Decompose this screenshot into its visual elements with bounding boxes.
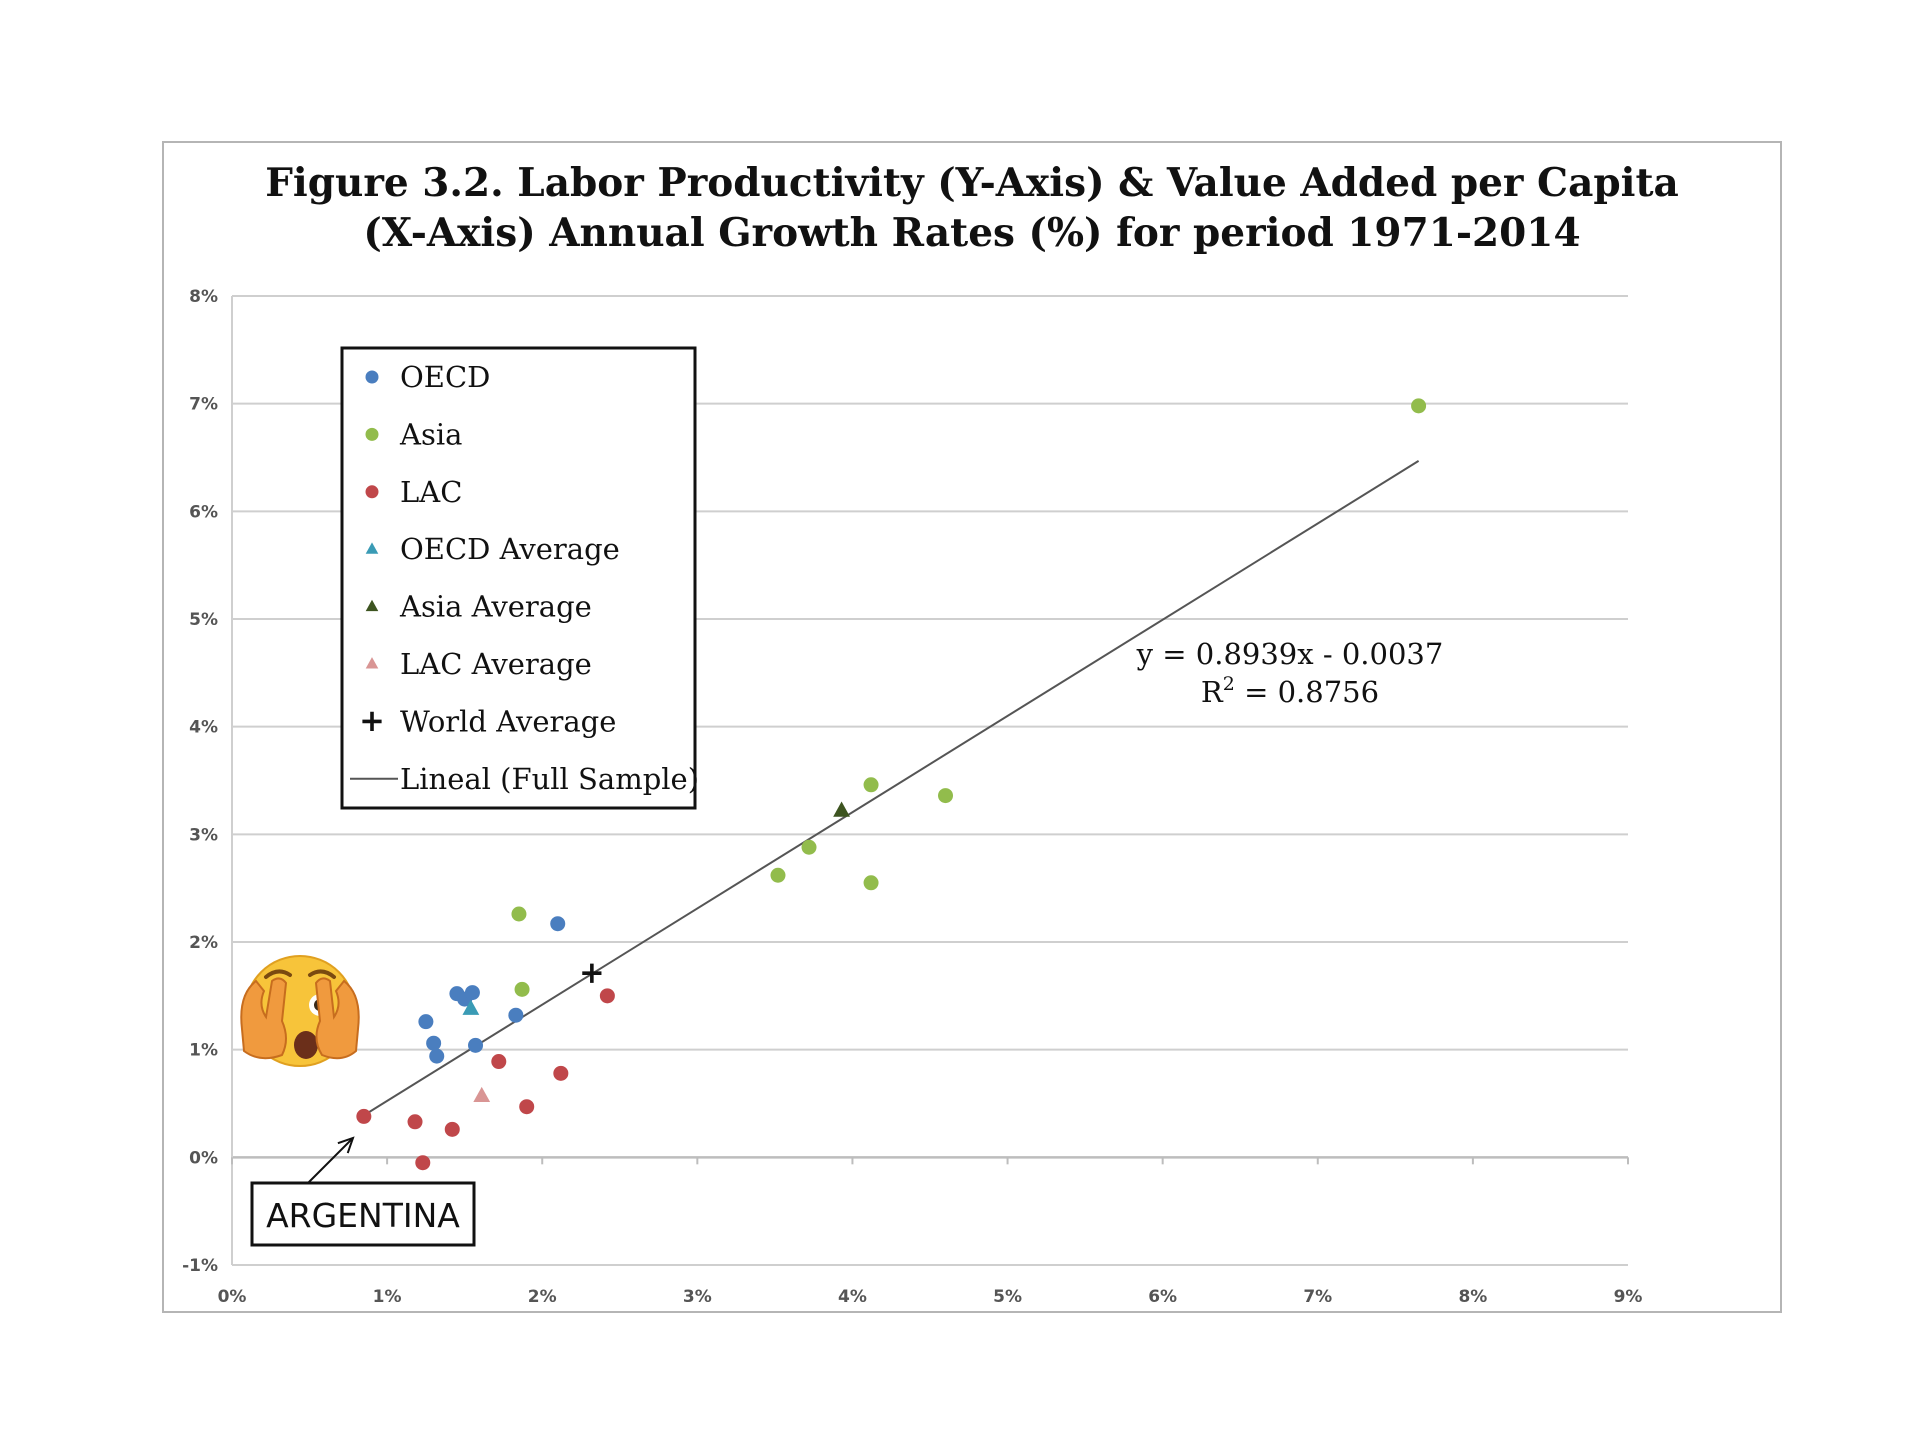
y-tick-label: 2%	[189, 933, 218, 953]
legend-label-oecd-average: OECD Average	[400, 532, 620, 566]
lac-point	[491, 1054, 507, 1070]
oecd-point	[426, 1035, 442, 1051]
r-squared-value: = 0.8756	[1235, 675, 1379, 709]
data-points	[356, 398, 1427, 1171]
oecd-point	[464, 985, 480, 1001]
x-tick-label: 2%	[528, 1287, 557, 1307]
x-tick-label: 7%	[1303, 1287, 1332, 1307]
legend-item-asia-average: Asia Average	[365, 590, 592, 624]
oecd-point	[429, 1048, 445, 1064]
lac-point	[415, 1155, 431, 1171]
legend-label-asia: Asia	[399, 417, 462, 451]
y-tick-label: 1%	[189, 1041, 218, 1061]
legend-label-lineal-full-sample: Lineal (Full Sample)	[400, 762, 699, 796]
y-tick-label: 8%	[189, 287, 218, 307]
argentina-callout: ARGENTINA	[250, 1136, 476, 1247]
legend-marker-asia	[365, 427, 379, 441]
argentina-label: ARGENTINA	[266, 1196, 460, 1235]
legend-marker-lac	[365, 485, 379, 499]
lac-point	[553, 1065, 569, 1081]
r-squared-prefix: R	[1201, 675, 1224, 709]
legend-label-oecd: OECD	[400, 360, 490, 394]
oecd-point	[468, 1037, 484, 1053]
legend-label-asia-average: Asia Average	[399, 590, 592, 624]
face-with-peeking-eye-icon	[240, 955, 360, 1067]
y-tick-label: 6%	[189, 502, 218, 522]
asia-point	[1411, 398, 1427, 414]
x-tick-label: 0%	[218, 1287, 247, 1307]
legend-item-world-average: World Average	[362, 704, 616, 738]
x-tick-label: 8%	[1458, 1287, 1487, 1307]
y-tick-label: 5%	[189, 610, 218, 630]
r-squared: R2 = 0.8756	[1201, 673, 1379, 709]
legend-item-lineal-full-sample: Lineal (Full Sample)	[350, 762, 699, 796]
lac-point	[356, 1108, 372, 1124]
legend-marker-asia-average	[365, 599, 379, 612]
legend-box	[340, 346, 697, 810]
asia-point	[514, 981, 530, 997]
asia-point	[801, 839, 817, 855]
argentina-arrow-line	[307, 1137, 354, 1184]
regression-equation: y = 0.8939x - 0.0037	[1136, 637, 1444, 671]
legend-marker-oecd-average	[365, 542, 379, 554]
r-squared-superscript: 2	[1223, 673, 1235, 695]
chart-title-line-1: Figure 3.2. Labor Productivity (Y-Axis) …	[265, 160, 1679, 206]
trendline	[363, 460, 1420, 1117]
asia-average-point	[833, 801, 850, 817]
x-tick-label: 4%	[838, 1287, 867, 1307]
oecd-average-point	[462, 999, 480, 1015]
argentina-label-box	[250, 1181, 476, 1247]
legend-marker-lac-average	[365, 657, 379, 669]
y-tick-label: 4%	[189, 718, 218, 738]
oecd-point	[550, 916, 566, 932]
legend-item-oecd-average: OECD Average	[365, 532, 620, 566]
legend-label-lac-average: LAC Average	[400, 647, 592, 681]
x-tick-label: 9%	[1614, 1287, 1643, 1307]
legend: OECD Asia LAC OECD Average Asia Average LAC A…	[340, 346, 699, 810]
legend-item-oecd: OECD	[365, 360, 490, 394]
x-tick-label: 6%	[1148, 1287, 1177, 1307]
legend-marker-world-average	[362, 711, 382, 731]
y-tick-label: -1%	[182, 1256, 218, 1276]
x-tick-label: 5%	[993, 1287, 1022, 1307]
asia-point	[938, 788, 954, 804]
asia-point	[863, 875, 879, 891]
legend-label-world-average: World Average	[400, 704, 616, 738]
y-tick-label: 3%	[189, 825, 218, 845]
y-tick-label: 7%	[189, 395, 218, 415]
legend-item-asia: Asia	[365, 417, 462, 451]
legend-label-lac: LAC	[400, 475, 462, 509]
world-average-point	[582, 963, 602, 983]
lac-point	[444, 1121, 460, 1137]
legend-item-lac: LAC	[365, 475, 462, 509]
lac-average-point	[473, 1086, 491, 1103]
asia-point	[863, 777, 879, 793]
x-tick-label: 1%	[373, 1287, 402, 1307]
argentina-arrow-head	[337, 1136, 355, 1154]
oecd-point	[418, 1014, 434, 1030]
y-tick-label: 0%	[189, 1148, 218, 1168]
lac-point	[599, 988, 615, 1004]
asia-point	[511, 906, 527, 922]
lac-point	[519, 1099, 535, 1115]
legend-item-lac-average: LAC Average	[365, 647, 592, 681]
chart-title-line-2: (X-Axis) Annual Growth Rates (%) for per…	[363, 210, 1581, 256]
oecd-point	[508, 1007, 524, 1023]
asia-point	[770, 867, 786, 883]
chart-title: Figure 3.2. Labor Productivity (Y-Axis) …	[162, 158, 1782, 258]
legend-marker-oecd	[365, 370, 379, 384]
x-tick-label: 3%	[683, 1287, 712, 1307]
trendline-group	[363, 460, 1420, 1117]
axes: -1%0%1%2%3%4%5%6%7%8%0% 1% 2% 3% 4% 5% 6% 7% 8% 9…	[182, 287, 1642, 1307]
lac-point	[407, 1114, 423, 1130]
